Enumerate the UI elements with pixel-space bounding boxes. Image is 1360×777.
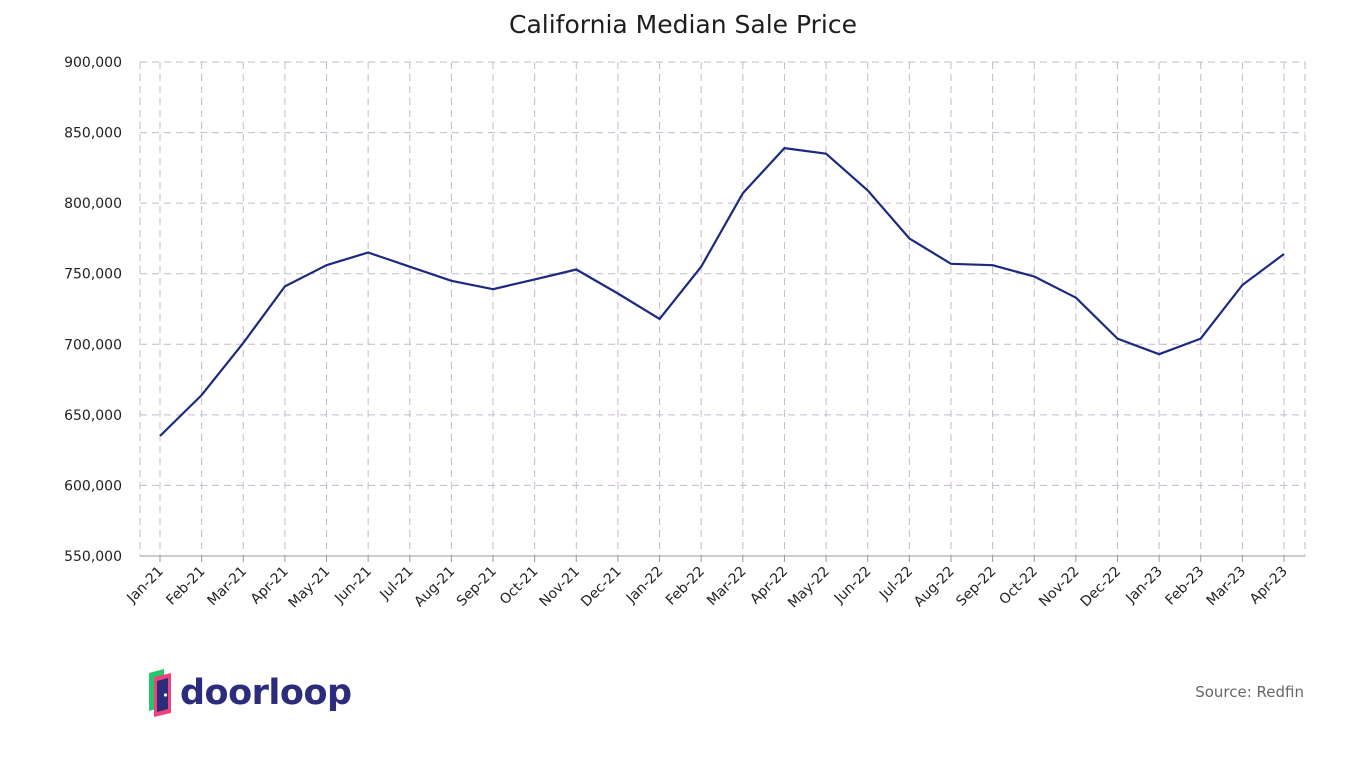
x-tick-label: Apr-23 xyxy=(1247,564,1291,608)
y-tick-label: 800,000 xyxy=(64,196,122,212)
data-point xyxy=(782,146,786,150)
x-tick-label: Jan-21 xyxy=(123,564,166,607)
data-point xyxy=(574,267,578,271)
x-tick-label: Dec-21 xyxy=(578,564,625,611)
x-tick-label: Aug-22 xyxy=(911,564,958,611)
line-chart: California Median Sale Price 550,000 600,… xyxy=(64,10,1306,612)
x-tick-label: Sep-22 xyxy=(953,564,999,610)
data-point xyxy=(866,188,870,192)
data-point xyxy=(1032,275,1036,279)
data-point xyxy=(449,279,453,283)
gridlines xyxy=(139,61,1306,556)
x-tick-label: Oct-21 xyxy=(497,564,542,609)
data-point xyxy=(241,341,245,345)
logo-wordmark: doorloop xyxy=(180,673,352,713)
data-point xyxy=(200,393,204,397)
data-point xyxy=(1282,252,1286,256)
data-point xyxy=(658,317,662,321)
doorloop-logo: doorloop xyxy=(146,665,352,721)
data-point xyxy=(283,284,287,288)
door-icon xyxy=(149,669,171,717)
y-tick-label: 700,000 xyxy=(64,337,122,353)
data-point xyxy=(1074,296,1078,300)
data-point xyxy=(1240,283,1244,287)
data-point xyxy=(949,262,953,266)
x-tick-label: Oct-22 xyxy=(996,564,1041,609)
x-tick-label: Jul-21 xyxy=(376,564,416,604)
y-tick-label: 900,000 xyxy=(64,55,122,71)
x-tick-label: Jun-21 xyxy=(331,564,375,608)
data-point xyxy=(616,291,620,295)
data-point xyxy=(1199,337,1203,341)
x-tick-label: Nov-22 xyxy=(1036,564,1083,611)
y-tick-label: 750,000 xyxy=(64,267,122,283)
y-tick-label: 600,000 xyxy=(64,478,122,494)
data-point xyxy=(491,287,495,291)
data-point xyxy=(907,236,911,240)
data-point xyxy=(1115,337,1119,341)
x-tick-label: Nov-21 xyxy=(537,564,584,611)
y-tick-label: 850,000 xyxy=(64,126,122,142)
x-tick-label: Mar-23 xyxy=(1204,564,1250,610)
series-line xyxy=(159,147,1285,437)
x-tick-label: Sep-21 xyxy=(454,564,500,610)
data-point xyxy=(699,265,703,269)
data-point xyxy=(991,263,995,267)
y-tick-label: 650,000 xyxy=(64,408,122,424)
x-tick-label: May-21 xyxy=(286,564,334,612)
y-axis-ticks: 550,000 600,000 650,000 700,000 750,000 800,0… xyxy=(64,55,122,565)
x-tick-label: Jul-22 xyxy=(876,564,916,604)
x-tick-label: Jan-23 xyxy=(1122,564,1165,607)
x-tick-label: Feb-22 xyxy=(663,564,708,609)
source-note: Source: Redfin xyxy=(1195,683,1304,701)
series-group xyxy=(158,146,1286,438)
data-point xyxy=(1157,352,1161,356)
data-point xyxy=(408,265,412,269)
x-tick-label: Jan-22 xyxy=(623,564,666,607)
x-tick-label: Feb-23 xyxy=(1163,564,1208,609)
y-tick-label: 550,000 xyxy=(64,549,122,565)
x-tick-label: Dec-22 xyxy=(1078,564,1125,611)
x-tick-label: Feb-21 xyxy=(163,564,208,609)
chart-title: California Median Sale Price xyxy=(509,10,857,39)
data-point xyxy=(824,152,828,156)
x-tick-label: Aug-21 xyxy=(411,564,458,611)
x-tick-label: Mar-22 xyxy=(704,564,750,610)
x-tick-label: Jun-22 xyxy=(831,564,875,608)
data-point xyxy=(366,251,370,255)
data-point xyxy=(158,434,162,438)
data-point xyxy=(325,263,329,267)
data-point xyxy=(533,277,537,281)
x-tick-label: May-22 xyxy=(785,564,833,612)
data-point xyxy=(741,191,745,195)
x-tick-label: Mar-21 xyxy=(205,564,251,610)
